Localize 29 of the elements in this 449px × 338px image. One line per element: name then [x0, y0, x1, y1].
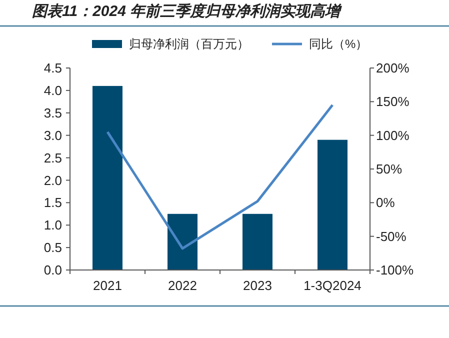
y2-tick-label: 50% — [376, 162, 402, 177]
y2-tick-label: -50% — [376, 228, 407, 244]
y-tick-label: 0.5 — [44, 240, 62, 256]
y-tick-label: 1.5 — [44, 195, 62, 210]
x-tick-label: 2022 — [168, 278, 197, 293]
x-tick-label: 1-3Q2024 — [304, 278, 362, 293]
legend-label: 同比（%） — [309, 37, 368, 52]
x-tick-label: 2021 — [93, 278, 122, 293]
chart-title: 图表11：2024 年前三季度归母净利润实现高增 — [32, 2, 344, 20]
y2-tick-label: -100% — [376, 262, 414, 278]
y-tick-label: 3.0 — [44, 128, 62, 143]
y-tick-label: 4.0 — [44, 82, 62, 98]
y-tick-label: 0.0 — [44, 262, 62, 278]
y-tick-label: 4.5 — [44, 60, 62, 76]
line-series — [106, 104, 334, 250]
bar — [92, 86, 122, 270]
x-tick-label: 2023 — [243, 278, 272, 293]
y-tick-label: 1.0 — [44, 218, 62, 233]
y2-tick-label: 150% — [376, 94, 410, 110]
bar — [168, 214, 198, 270]
bar — [242, 214, 272, 270]
legend-label: 归母净利润（百万元） — [129, 37, 249, 52]
y-tick-label: 3.5 — [44, 105, 62, 120]
y-tick-label: 2.5 — [44, 150, 62, 166]
bar — [318, 140, 348, 270]
y2-tick-label: 200% — [376, 60, 410, 76]
y-tick-label: 2.0 — [44, 172, 62, 188]
y2-tick-label: 0% — [376, 195, 396, 210]
y2-tick-label: 100% — [376, 128, 410, 143]
